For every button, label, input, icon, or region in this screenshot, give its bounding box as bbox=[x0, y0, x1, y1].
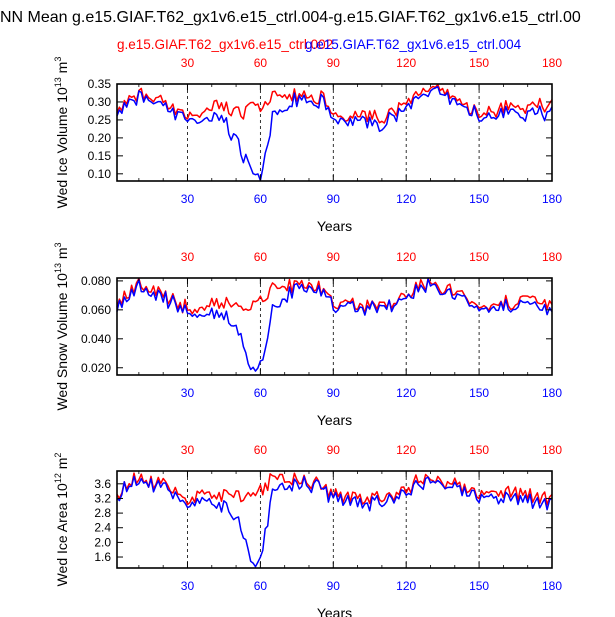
x-tick-label-bottom: 120 bbox=[396, 192, 416, 206]
chart-panel-1: 0.10 0.15 0.20 0.25 0.30 0.35 30 30 60 60 90 90 120 1… bbox=[53, 56, 562, 234]
y-tick-label: 3.2 bbox=[94, 491, 111, 505]
x-tick-label-bottom: 180 bbox=[542, 192, 562, 206]
series-line-a bbox=[116, 472, 553, 506]
x-tick-label-bottom: 180 bbox=[542, 579, 562, 593]
x-tick-label-top: 120 bbox=[396, 56, 416, 70]
series-line-a bbox=[116, 83, 553, 124]
figure-title: NN Mean g.e15.GIAF.T62_gx1v6.e15_ctrl.00… bbox=[0, 9, 581, 26]
legend-series-a: g.e15.GIAF.T62_gx1v6.e15_ctrl.002 bbox=[117, 37, 333, 52]
y-axis-label: Wed Ice Area 1012 m2 bbox=[53, 453, 70, 587]
x-tick-label-bottom: 30 bbox=[181, 386, 195, 400]
x-tick-label-top: 180 bbox=[542, 250, 562, 264]
y-tick-label: 0.35 bbox=[88, 77, 112, 91]
y-tick-label: 1.6 bbox=[94, 550, 111, 564]
x-tick-label-top: 30 bbox=[181, 443, 195, 457]
x-tick-label-bottom: 90 bbox=[327, 192, 341, 206]
y-tick-label: 2.8 bbox=[94, 506, 111, 520]
y-tick-label: 3.6 bbox=[94, 477, 111, 491]
x-tick-label-top: 60 bbox=[254, 56, 268, 70]
legend-series-b: g.e15.GIAF.T62_gx1v6.e15_ctrl.004 bbox=[305, 37, 522, 52]
x-tick-label-bottom: 150 bbox=[469, 579, 489, 593]
x-tick-label-bottom: 150 bbox=[469, 386, 489, 400]
x-tick-label-top: 150 bbox=[469, 56, 489, 70]
x-axis-label: Years bbox=[317, 605, 352, 617]
y-tick-label: 0.10 bbox=[88, 167, 112, 181]
x-tick-label-bottom: 120 bbox=[396, 386, 416, 400]
y-tick-label: 2.0 bbox=[94, 535, 111, 549]
x-tick-label-top: 150 bbox=[469, 250, 489, 264]
y-tick-label: 0.25 bbox=[88, 113, 112, 127]
x-tick-label-bottom: 90 bbox=[327, 386, 341, 400]
x-tick-label-bottom: 60 bbox=[254, 192, 268, 206]
x-tick-label-top: 60 bbox=[254, 250, 268, 264]
x-tick-label-bottom: 180 bbox=[542, 386, 562, 400]
x-tick-label-bottom: 150 bbox=[469, 192, 489, 206]
y-axis-label: Wed Snow Volume 1013 m3 bbox=[53, 242, 70, 410]
x-tick-label-top: 150 bbox=[469, 443, 489, 457]
x-tick-label-top: 60 bbox=[254, 443, 268, 457]
y-tick-label: 0.080 bbox=[81, 274, 111, 288]
y-tick-label: 0.040 bbox=[81, 332, 111, 346]
x-tick-label-bottom: 30 bbox=[181, 192, 195, 206]
y-tick-label: 0.060 bbox=[81, 303, 111, 317]
x-tick-label-top: 30 bbox=[181, 250, 195, 264]
plot-frame bbox=[116, 83, 553, 182]
x-tick-label-bottom: 90 bbox=[327, 579, 341, 593]
plot-frame bbox=[116, 277, 553, 376]
x-tick-label-top: 90 bbox=[327, 56, 341, 70]
y-tick-label: 0.020 bbox=[81, 361, 111, 375]
x-tick-label-top: 180 bbox=[542, 443, 562, 457]
x-tick-label-bottom: 60 bbox=[254, 579, 268, 593]
x-axis-label: Years bbox=[317, 218, 352, 234]
y-tick-label: 0.20 bbox=[88, 131, 112, 145]
plot-frame bbox=[116, 470, 553, 569]
x-tick-label-bottom: 30 bbox=[181, 579, 195, 593]
x-tick-label-bottom: 120 bbox=[396, 579, 416, 593]
x-tick-label-top: 30 bbox=[181, 56, 195, 70]
x-tick-label-top: 180 bbox=[542, 56, 562, 70]
series-line-b bbox=[116, 278, 553, 372]
series-line-a bbox=[116, 277, 553, 315]
x-axis-label: Years bbox=[317, 412, 352, 428]
y-tick-label: 2.4 bbox=[94, 521, 111, 535]
panels: 0.100.150.200.250.300.353030606090901201… bbox=[53, 56, 562, 617]
y-tick-label: 0.15 bbox=[88, 149, 112, 163]
y-tick-label: 0.30 bbox=[88, 95, 112, 109]
x-tick-label-top: 120 bbox=[396, 250, 416, 264]
chart-panel-3: 1.62.02.42.83.23.6 30 30 60 60 90 90 120 120 150 1… bbox=[53, 443, 562, 617]
series-line-b bbox=[116, 85, 553, 182]
x-tick-label-top: 90 bbox=[327, 250, 341, 264]
x-tick-label-bottom: 60 bbox=[254, 386, 268, 400]
chart-panel-2: 0.020 0.040 0.060 0.080 30 30 60 60 90 90 120 120 15… bbox=[53, 242, 562, 428]
y-axis-label: Wed Ice Volume 1013 m3 bbox=[53, 57, 70, 209]
series-line-b bbox=[116, 475, 553, 568]
x-tick-label-top: 90 bbox=[327, 443, 341, 457]
x-tick-label-top: 120 bbox=[396, 443, 416, 457]
